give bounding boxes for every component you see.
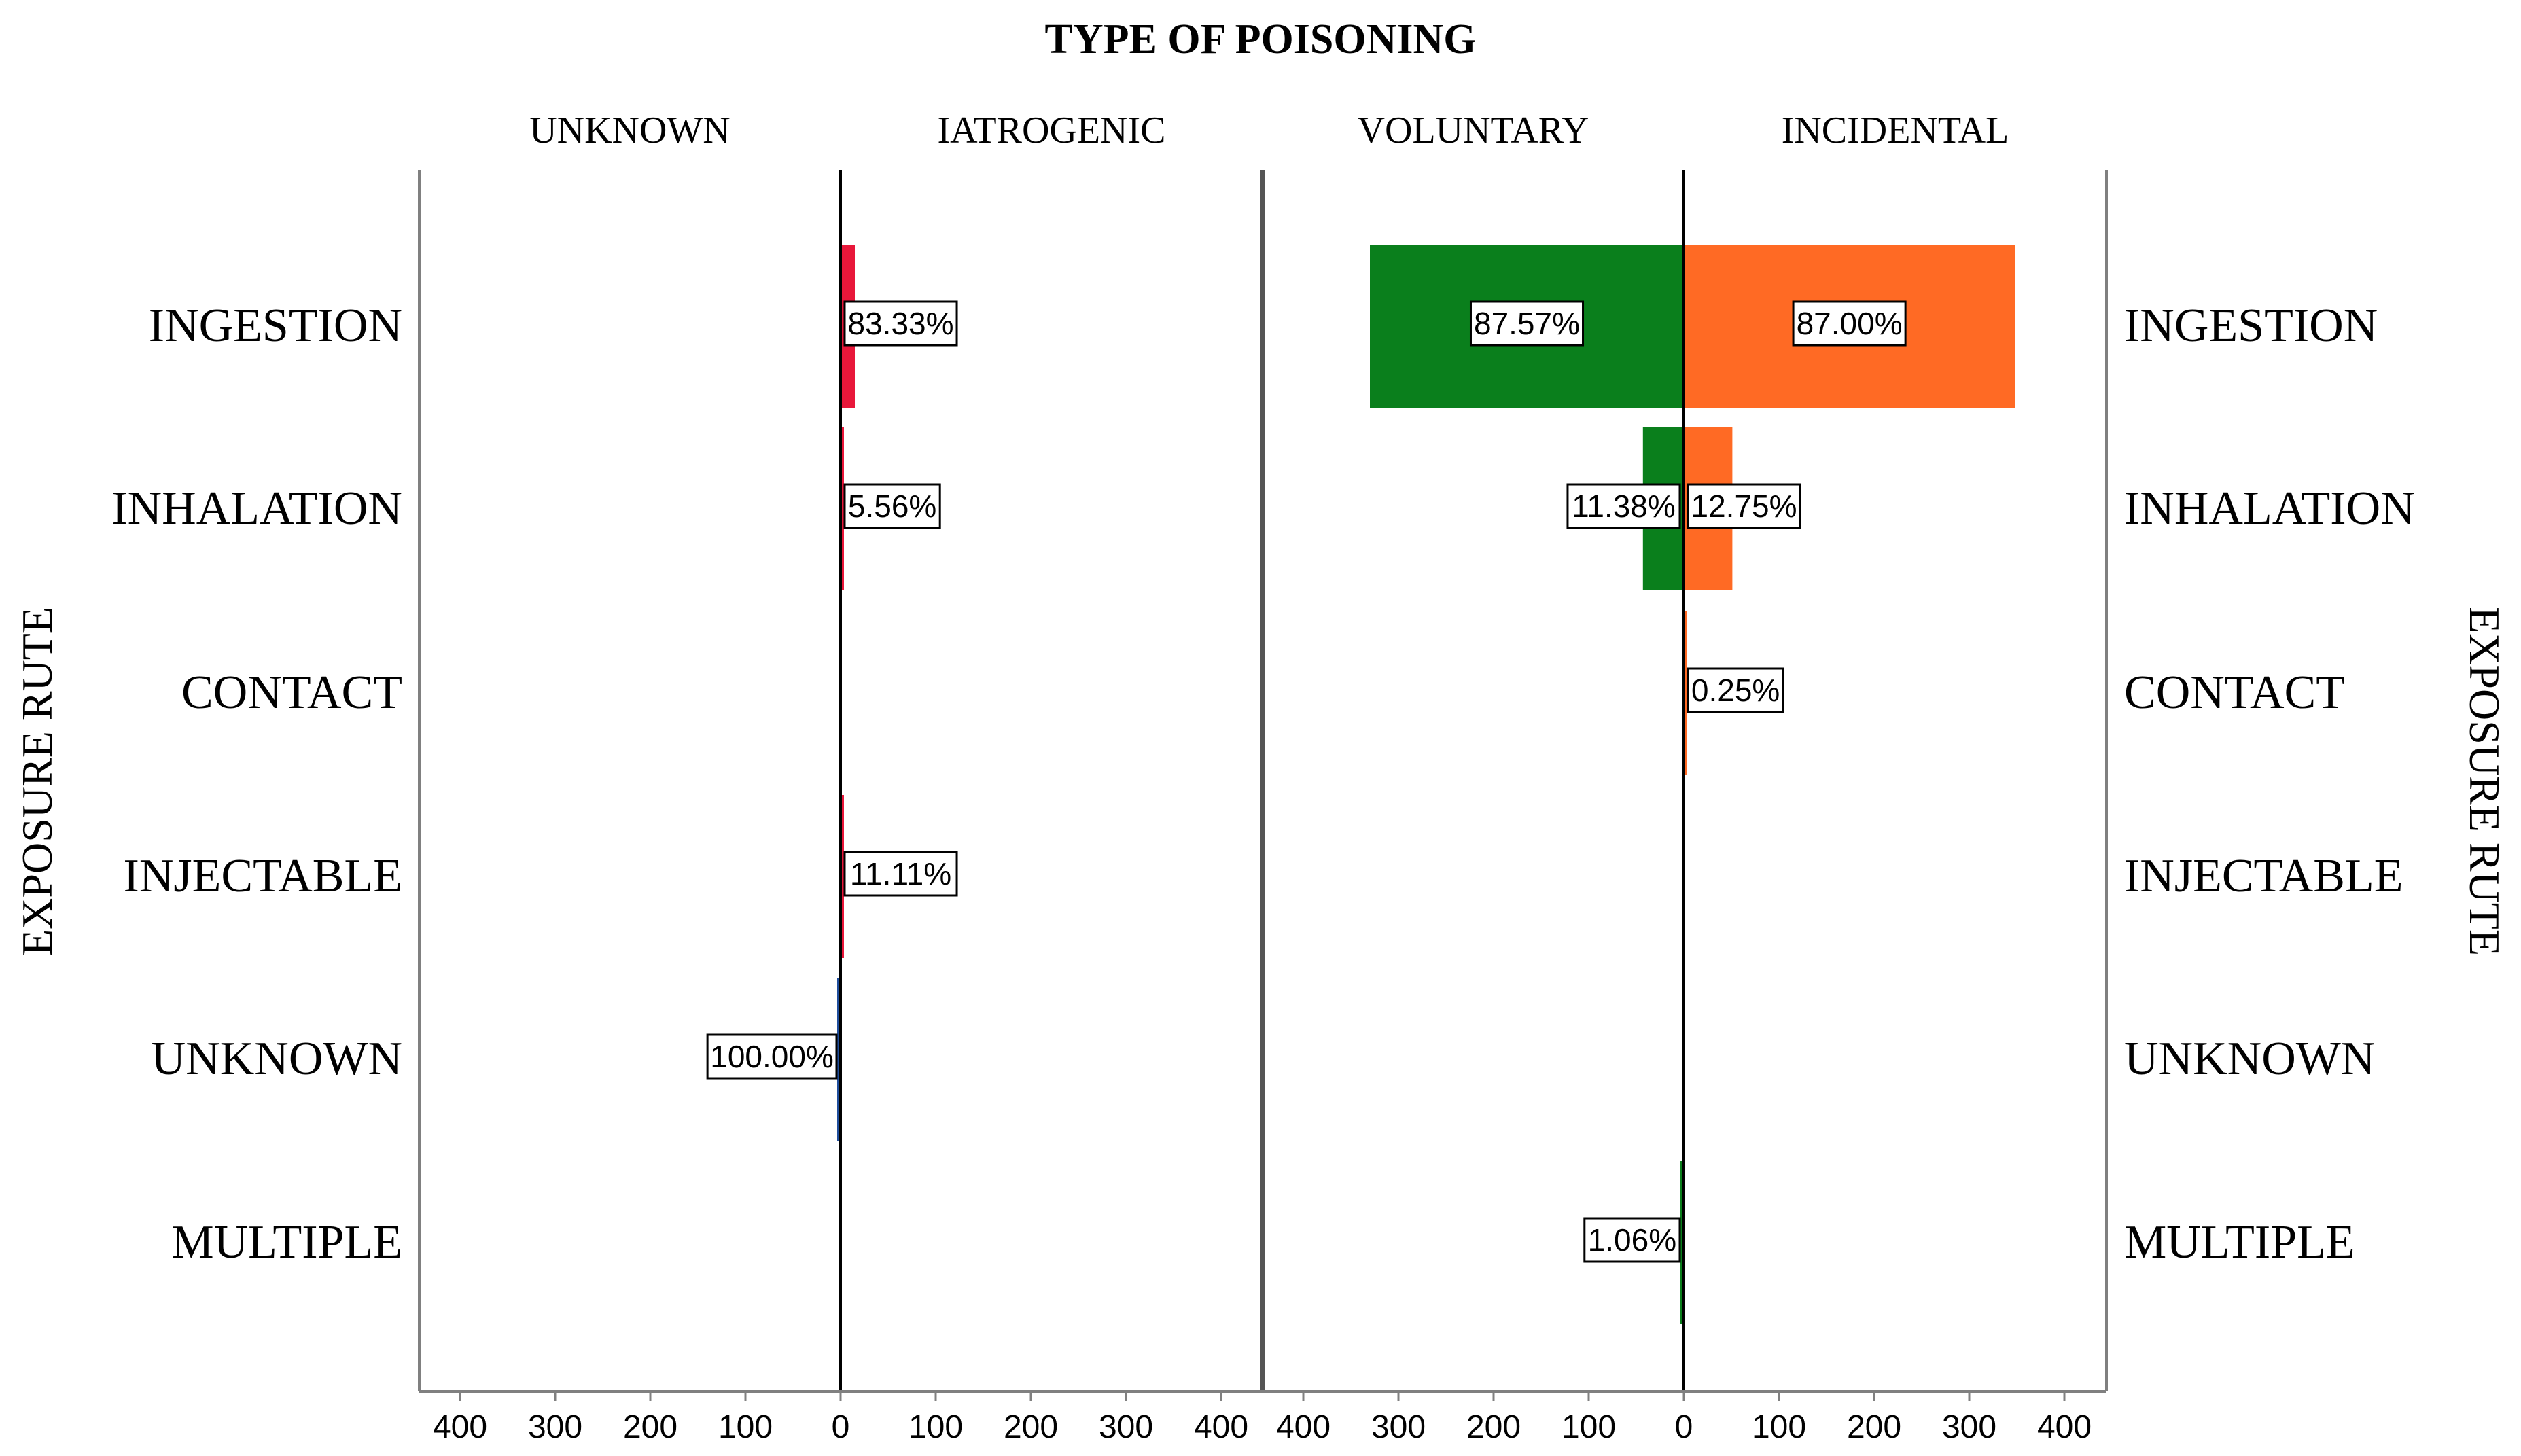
data-label-voluntary: 87.57% — [1469, 300, 1585, 347]
x-tick-label: 300 — [1942, 1409, 1996, 1445]
data-label-voluntary: 1.06% — [1583, 1217, 1681, 1263]
x-tick-label: 0 — [832, 1409, 850, 1445]
bar-iatrogenic — [841, 795, 844, 958]
bar-iatrogenic — [841, 427, 844, 590]
category-label-right: UNKNOWN — [2124, 1033, 2375, 1085]
x-tick-label: 200 — [1847, 1409, 1901, 1445]
data-label-iatrogenic: 83.33% — [843, 300, 958, 347]
data-label-incidental: 12.75% — [1687, 483, 1801, 529]
data-label-voluntary: 11.38% — [1566, 483, 1681, 529]
bar-voluntary — [1680, 1161, 1684, 1324]
category-label-right: MULTIPLE — [2124, 1216, 2355, 1268]
category-label-left: INGESTION — [149, 300, 402, 352]
x-tick-label: 300 — [1371, 1409, 1426, 1445]
data-label-box — [843, 300, 958, 347]
x-tick-label: 300 — [1099, 1409, 1153, 1445]
category-label-right: CONTACT — [2124, 667, 2345, 719]
data-label-text: 11.38% — [1572, 489, 1676, 524]
data-label-box — [1792, 300, 1907, 347]
panel-header-unknown: UNKNOWN — [529, 109, 730, 152]
x-tick-label: 400 — [1276, 1409, 1330, 1445]
data-label-iatrogenic: 11.11% — [843, 851, 958, 897]
category-label-right: INJECTABLE — [2124, 850, 2403, 902]
category-label-left: INJECTABLE — [124, 850, 402, 902]
bar-incidental — [1684, 611, 1687, 775]
data-label-box — [1469, 300, 1585, 347]
data-label-text: 87.57% — [1474, 306, 1580, 341]
category-label-left: CONTACT — [181, 667, 402, 719]
category-label-right: INHALATION — [2124, 482, 2415, 535]
x-tick-label: 100 — [909, 1409, 963, 1445]
x-tick-label: 400 — [2037, 1409, 2092, 1445]
panel-header-iatrogenic: IATROGENIC — [938, 109, 1166, 152]
data-label-text: 1.06% — [1588, 1222, 1676, 1258]
data-label-incidental: 87.00% — [1792, 300, 1907, 347]
data-label-text: 87.00% — [1797, 306, 1903, 341]
chart-body: INGESTION INGESTION INHALATION INHALATION CO… — [111, 109, 2414, 1445]
x-tick-label: 200 — [1004, 1409, 1058, 1445]
data-label-box — [706, 1033, 838, 1080]
data-label-text: 12.75% — [1691, 489, 1797, 524]
category-label-right: INGESTION — [2124, 300, 2378, 352]
category-label-left: MULTIPLE — [171, 1216, 402, 1268]
x-tick-label: 100 — [1752, 1409, 1806, 1445]
x-tick-label: 400 — [1194, 1409, 1248, 1445]
x-tick-label: 400 — [433, 1409, 487, 1445]
x-tick-label: 200 — [1466, 1409, 1521, 1445]
data-label-box — [843, 483, 941, 529]
data-label-text: 5.56% — [848, 489, 936, 524]
y-axis-label-right: EXPOSURE RUTE — [2461, 607, 2509, 956]
x-tick-label: 100 — [1562, 1409, 1616, 1445]
x-tick-label: 100 — [718, 1409, 773, 1445]
data-label-box — [1687, 483, 1801, 529]
data-label-unknown: 100.00% — [706, 1033, 838, 1080]
data-label-text: 83.33% — [848, 306, 954, 341]
category-label-left: UNKNOWN — [152, 1033, 402, 1085]
chart-title: TYPE OF POISONING — [1045, 16, 1477, 63]
data-label-text: 11.11% — [850, 856, 951, 891]
x-tick-label: 0 — [1675, 1409, 1693, 1445]
bar-unknown — [837, 978, 841, 1141]
data-label-box — [1583, 1217, 1681, 1263]
y-axis-label-left: EXPOSURE RUTE — [13, 607, 61, 956]
data-label-text: 0.25% — [1691, 673, 1780, 708]
panel-header-incidental: INCIDENTAL — [1782, 109, 2009, 152]
data-label-iatrogenic: 5.56% — [843, 483, 941, 529]
panel-header-voluntary: VOLUNTARY — [1358, 109, 1589, 152]
x-tick-label: 300 — [528, 1409, 582, 1445]
x-tick-label: 200 — [623, 1409, 677, 1445]
data-label-incidental: 0.25% — [1687, 667, 1784, 713]
data-label-box — [1566, 483, 1681, 529]
data-label-text: 100.00% — [710, 1039, 834, 1074]
data-label-box — [1687, 667, 1784, 713]
category-label-left: INHALATION — [111, 482, 402, 535]
data-label-box — [843, 851, 958, 897]
